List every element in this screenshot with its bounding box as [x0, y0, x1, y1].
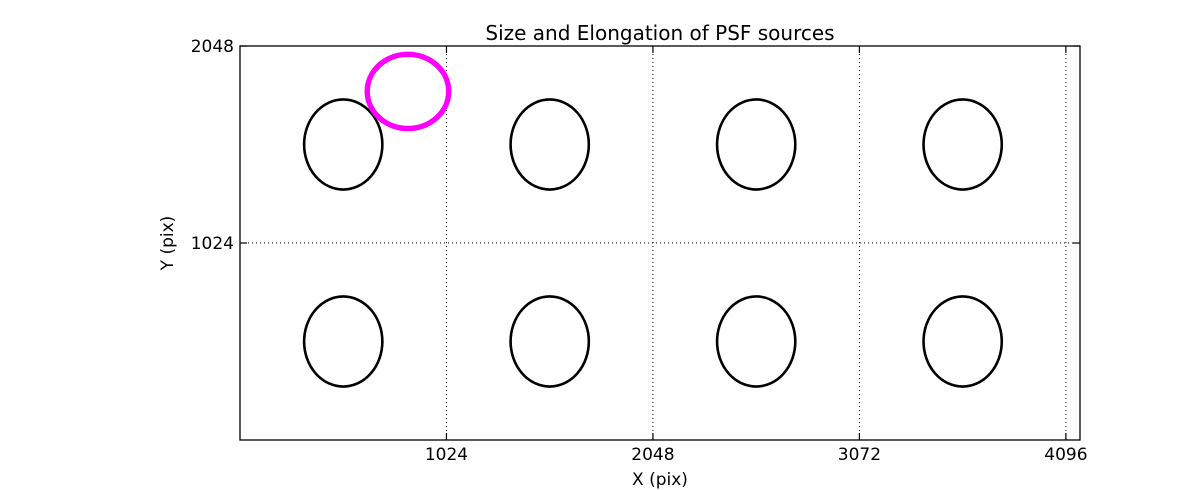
x-tick-label: 4096 — [1044, 445, 1087, 465]
y-tick-label: 1024 — [191, 234, 234, 254]
data-layer — [302, 51, 1004, 388]
psf-source-ellipse — [302, 295, 384, 388]
psf-source-ellipse — [302, 98, 384, 191]
psf-source-ellipse — [509, 295, 591, 388]
plot-title: Size and Elongation of PSF sources — [485, 21, 834, 45]
psf-source-ellipse — [922, 98, 1004, 191]
x-tick-label: 3072 — [838, 445, 881, 465]
y-tick-label: 2048 — [191, 37, 234, 57]
x-tick-label: 2048 — [631, 445, 674, 465]
axes-border — [239, 45, 1081, 441]
x-tick-label: 1024 — [425, 445, 468, 465]
y-axis-label: Y (pix) — [158, 216, 178, 272]
x-axis-label: X (pix) — [632, 470, 688, 490]
highlighted-source-ellipse — [364, 51, 452, 132]
psf-source-ellipse — [922, 295, 1004, 388]
axes-layer: 1024 2048 3072 4096 1024 2048 — [191, 37, 1088, 465]
psf-source-ellipse — [715, 98, 797, 191]
psf-source-ellipse — [715, 295, 797, 388]
grid-layer — [240, 45, 1080, 440]
psf-source-ellipse — [509, 98, 591, 191]
